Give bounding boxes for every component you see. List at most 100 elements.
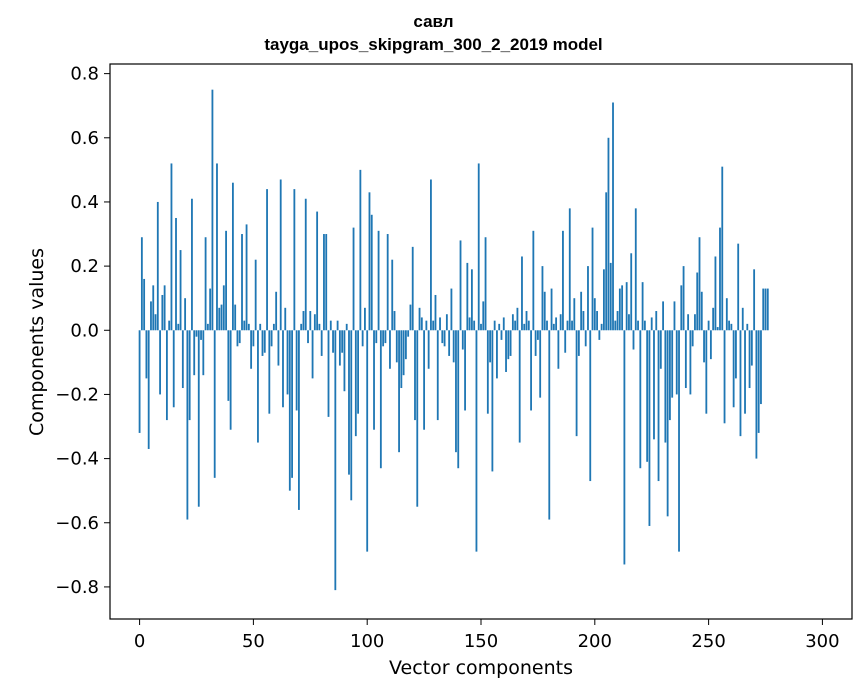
bar-26 — [197, 330, 200, 507]
bar-126 — [425, 320, 428, 331]
bar-24 — [193, 330, 196, 376]
bar-152 — [484, 237, 487, 331]
bar-14 — [170, 163, 173, 331]
bar-71 — [300, 323, 303, 331]
bar-146 — [470, 269, 473, 331]
bar-130 — [434, 294, 437, 331]
bar-4 — [147, 330, 150, 449]
bar-168 — [521, 256, 523, 331]
bar-106 — [379, 330, 382, 469]
bar-156 — [493, 320, 496, 331]
bar-70 — [298, 330, 300, 510]
bar-91 — [345, 323, 348, 331]
bar-63 — [282, 330, 284, 408]
bar-28 — [202, 330, 205, 376]
bar-259 — [728, 320, 731, 331]
bar-61 — [277, 330, 280, 366]
bar-182 — [552, 323, 555, 331]
bar-199 — [591, 227, 594, 331]
bar-140 — [457, 330, 460, 469]
bar-247 — [700, 291, 703, 331]
bar-78 — [316, 211, 319, 331]
bar-84 — [329, 320, 332, 331]
y-tick-label: 0.2 — [70, 256, 99, 277]
bar-177 — [541, 266, 544, 331]
bar-131 — [436, 330, 439, 421]
y-tick-label: −0.2 — [55, 384, 99, 405]
bar-82 — [325, 234, 328, 331]
bar-207 — [609, 262, 612, 331]
bar-214 — [625, 282, 628, 331]
bar-272 — [757, 330, 760, 433]
bar-128 — [430, 179, 432, 331]
y-tick-label: 0.8 — [70, 64, 99, 85]
bar-3 — [145, 330, 148, 379]
bar-134 — [443, 330, 446, 347]
bar-210 — [616, 311, 619, 331]
bar-85 — [332, 330, 334, 353]
bar-44 — [238, 330, 241, 344]
x-tick-label: 0 — [134, 631, 145, 652]
bar-215 — [628, 314, 630, 331]
bar-74 — [307, 330, 309, 344]
bar-145 — [468, 317, 471, 331]
bar-250 — [707, 320, 710, 331]
bar-114 — [398, 330, 400, 453]
bar-36 — [220, 304, 223, 331]
x-tick-label: 100 — [350, 631, 384, 652]
bar-262 — [735, 330, 737, 379]
bar-189 — [568, 208, 571, 331]
bar-233 — [669, 330, 671, 421]
bar-95 — [354, 330, 357, 437]
bar-48 — [247, 323, 250, 331]
bar-124 — [420, 317, 423, 331]
bar-68 — [293, 189, 296, 331]
bar-5 — [150, 301, 152, 331]
bar-184 — [557, 330, 560, 369]
bar-150 — [480, 323, 482, 331]
bar-62 — [279, 179, 282, 331]
bar-110 — [389, 330, 391, 369]
bar-181 — [550, 288, 553, 331]
bar-270 — [753, 269, 756, 331]
bar-21 — [186, 330, 189, 520]
bar-133 — [441, 330, 444, 344]
bar-261 — [732, 330, 735, 408]
bar-111 — [391, 259, 394, 331]
bar-104 — [375, 330, 378, 344]
bar-219 — [637, 320, 639, 331]
bar-53 — [259, 323, 262, 331]
bar-101 — [368, 192, 371, 331]
bar-165 — [514, 320, 517, 331]
bar-157 — [496, 330, 498, 379]
bar-194 — [580, 291, 583, 331]
bar-10 — [161, 294, 164, 331]
bar-205 — [605, 192, 608, 331]
bar-212 — [621, 285, 624, 331]
bar-154 — [489, 330, 492, 363]
bar-8 — [156, 201, 159, 331]
bar-193 — [577, 330, 580, 356]
bar-35 — [218, 307, 221, 331]
bar-90 — [343, 330, 346, 392]
bar-38 — [225, 230, 227, 331]
y-axis-ticks: −0.8 −0.6 −0.4 −0.2 0.0 0.2 0.4 0.6 0.8 — [55, 64, 110, 598]
y-axis-label: Components values — [26, 247, 48, 437]
bar-143 — [464, 330, 466, 411]
bar-33 — [213, 330, 216, 478]
bar-254 — [716, 327, 719, 331]
bar-192 — [575, 330, 578, 437]
bar-54 — [261, 330, 264, 356]
x-tick-label: 300 — [805, 631, 839, 652]
bar-96 — [357, 330, 360, 414]
bar-17 — [177, 323, 180, 331]
bar-139 — [455, 330, 457, 453]
bar-87 — [336, 320, 339, 331]
bar-230 — [662, 301, 664, 331]
bar-46 — [243, 320, 246, 331]
bar-77 — [313, 314, 316, 331]
bar-175 — [536, 330, 539, 340]
bar-7 — [154, 314, 157, 331]
bar-135 — [445, 314, 448, 331]
x-tick-label: 50 — [242, 631, 265, 652]
